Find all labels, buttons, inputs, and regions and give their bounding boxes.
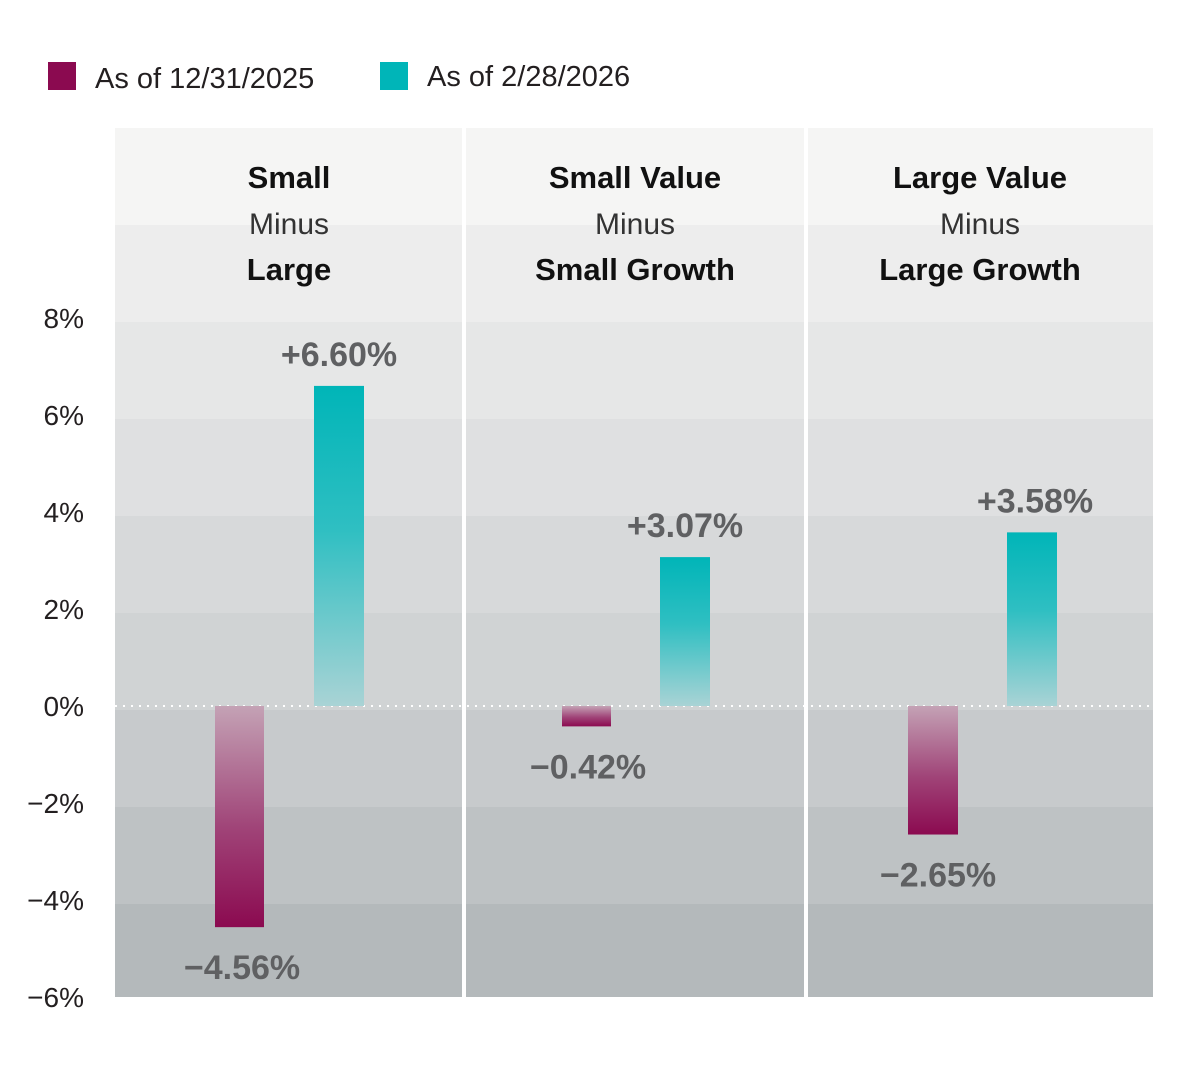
bar-panel1-feb [314,385,364,706]
legend: As of 12/31/2025 As of 2/28/2026 [48,61,630,95]
bar-panel1-dec [215,706,264,928]
legend-label-dec: As of 12/31/2025 [95,63,314,95]
panel-title-mid: Minus [249,208,329,241]
band [115,128,1153,225]
y-tick-label: −4% [27,885,84,916]
legend-label-feb: As of 2/28/2026 [427,61,630,93]
y-tick-label: 2% [44,594,84,625]
data-label-panel3-dec: −2.65% [880,857,996,895]
panel-title-mid: Minus [940,208,1020,241]
legend-swatch-dec [48,62,76,90]
panel-title-mid: Minus [595,208,675,241]
y-tick-label: 8% [44,303,84,334]
panel-title-top: Small Value [549,160,721,195]
bar-panel2-feb [660,557,710,706]
y-tick-label: 6% [44,400,84,431]
panel-title-bottom: Small Growth [535,252,735,287]
y-tick-label: 4% [44,497,84,528]
data-label-panel1-dec: −4.56% [184,949,300,987]
y-tick-label: −6% [27,982,84,1013]
bar-panel3-dec [908,706,958,835]
band [115,904,1153,997]
band [115,419,1153,516]
panel-title-top: Large Value [893,160,1067,195]
band [115,613,1153,710]
bar-panel2-dec [562,706,611,727]
panel-titles: Small Minus Large Small Value Minus Smal… [247,160,1081,287]
panel-title-bottom: Large Growth [879,252,1081,287]
data-label-panel2-feb: +3.07% [627,507,743,545]
legend-swatch-feb [380,62,408,90]
panel-title-top: Small [248,160,331,195]
panel-separator [462,128,466,997]
data-label-panel3-feb: +3.58% [977,482,1093,520]
band [115,225,1153,322]
data-labels: −4.56% +6.60% −0.42% +3.07% −2.65% +3.58… [184,336,1093,987]
band [115,710,1153,807]
panel-title-bottom: Large [247,252,331,287]
bars [215,385,1057,928]
band [115,807,1153,904]
y-tick-label: −2% [27,788,84,819]
y-tick-label: 0% [44,691,84,722]
plot-background [115,128,1153,997]
band [115,516,1153,613]
data-label-panel2-dec: −0.42% [530,748,646,786]
band [115,322,1153,419]
panel-separator [804,128,808,997]
bar-panel3-feb [1007,532,1057,706]
y-axis: 8% 6% 4% 2% 0% −2% −4% −6% [27,303,84,1013]
data-label-panel1-feb: +6.60% [281,336,397,374]
